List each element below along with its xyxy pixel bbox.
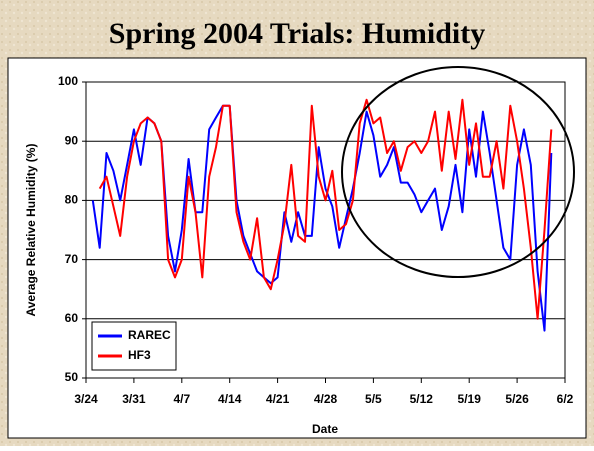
legend-label: HF3 <box>128 348 151 362</box>
y-tick-label: 90 <box>65 133 79 147</box>
x-tick-label: 4/7 <box>173 392 190 406</box>
x-axis-label: Date <box>312 422 338 436</box>
x-tick-label: 4/28 <box>314 392 338 406</box>
legend-label: RAREC <box>128 328 171 342</box>
y-tick-label: 60 <box>65 311 79 325</box>
x-tick-label: 5/26 <box>505 392 529 406</box>
x-tick-label: 3/31 <box>122 392 146 406</box>
legend-box <box>91 321 177 371</box>
x-tick-label: 5/5 <box>365 392 382 406</box>
plot: 50 60 70 80 90 100 3/24 3/31 4/7 4/14 4/21 4/28 5/5 5… <box>58 74 574 406</box>
x-tick-label: 3/24 <box>74 392 98 406</box>
y-tick-label: 100 <box>58 74 78 88</box>
y-axis-label: Average Relative Humidity (%) <box>24 144 38 317</box>
series-line <box>91 104 553 332</box>
plot-border <box>85 81 566 379</box>
x-tick-label: 5/12 <box>410 392 434 406</box>
x-tick-label: 4/21 <box>266 392 290 406</box>
highlight-circle <box>341 66 575 278</box>
x-tick-label: 5/19 <box>458 392 482 406</box>
x-tick-label: 6/2 <box>557 392 574 406</box>
series-line <box>98 98 553 320</box>
y-tick-label: 70 <box>65 252 79 266</box>
x-tick-label: 4/14 <box>218 392 242 406</box>
chart-area <box>7 57 587 439</box>
y-tick-label: 80 <box>65 193 79 207</box>
chart-title: Spring 2004 Trials: Humidity <box>109 17 485 50</box>
y-tick-label: 50 <box>65 370 79 384</box>
